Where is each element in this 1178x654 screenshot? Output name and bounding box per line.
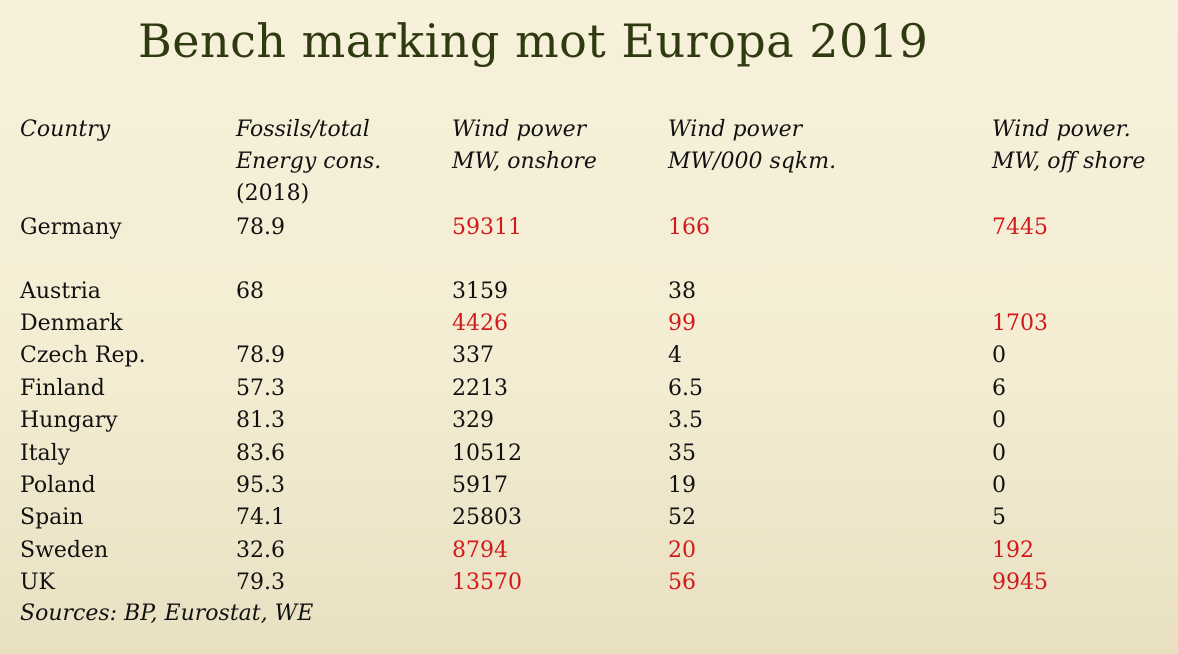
cell-fossils: 83.6 (236, 441, 285, 466)
cell-fossils: 74.1 (236, 505, 285, 530)
cell-offshore: 0 (992, 441, 1006, 466)
cell-onshore: 2213 (452, 376, 508, 401)
table-row: Sweden 32.6 8794 20 192 (0, 535, 1178, 567)
table-row: Germany 78.9 59311 166 7445 (0, 212, 1178, 244)
cell-offshore: 0 (992, 408, 1006, 433)
header-line: MW/000 sqkm. (668, 149, 837, 174)
cell-offshore: 9945 (992, 570, 1048, 595)
header-offshore: Wind power. MW, off shore (992, 114, 1145, 178)
cell-offshore: 0 (992, 343, 1006, 368)
cell-per-area: 166 (668, 215, 710, 240)
table-row: UK 79.3 13570 56 9945 (0, 567, 1178, 599)
cell-per-area: 38 (668, 279, 696, 304)
cell-onshore: 4426 (452, 311, 508, 336)
cell-onshore: 337 (452, 343, 494, 368)
cell-fossils: 32.6 (236, 538, 285, 563)
cell-fossils: 57.3 (236, 376, 285, 401)
header-line: (2018) (236, 181, 310, 206)
header-line: Wind power (668, 117, 803, 142)
cell-onshore: 5917 (452, 473, 508, 498)
slide-title: Bench marking mot Europa 2019 (138, 14, 929, 68)
header-country: Country (20, 114, 110, 146)
cell-fossils: 95.3 (236, 473, 285, 498)
sources-note: Sources: BP, Eurostat, WE (20, 601, 314, 626)
cell-fossils: 68 (236, 279, 264, 304)
cell-country: Hungary (20, 408, 118, 433)
cell-country: Sweden (20, 538, 109, 563)
cell-onshore: 25803 (452, 505, 522, 530)
table-row: Czech Rep. 78.9 337 4 0 (0, 340, 1178, 372)
cell-onshore: 329 (452, 408, 494, 433)
cell-country: Germany (20, 215, 122, 240)
cell-offshore: 0 (992, 473, 1006, 498)
cell-onshore: 3159 (452, 279, 508, 304)
cell-country: Spain (20, 505, 84, 530)
cell-country: Czech Rep. (20, 343, 146, 368)
table-row: Spain 74.1 25803 52 5 (0, 502, 1178, 534)
header-line: Fossils/total (236, 117, 370, 142)
header-fossils: Fossils/total Energy cons. (2018) (236, 114, 381, 210)
cell-offshore: 6 (992, 376, 1006, 401)
cell-onshore: 59311 (452, 215, 522, 240)
cell-offshore: 5 (992, 505, 1006, 530)
header-line: Wind power (452, 117, 587, 142)
cell-country: Italy (20, 441, 71, 466)
table-row: Poland 95.3 5917 19 0 (0, 470, 1178, 502)
cell-country: Finland (20, 376, 105, 401)
cell-onshore: 10512 (452, 441, 522, 466)
cell-country: Poland (20, 473, 96, 498)
cell-fossils: 81.3 (236, 408, 285, 433)
cell-per-area: 56 (668, 570, 696, 595)
cell-onshore: 8794 (452, 538, 508, 563)
header-per-area: Wind power MW/000 sqkm. (668, 114, 836, 178)
table-row: Hungary 81.3 329 3.5 0 (0, 405, 1178, 437)
cell-offshore: 7445 (992, 215, 1048, 240)
header-line: MW, onshore (452, 149, 597, 174)
cell-per-area: 99 (668, 311, 696, 336)
cell-per-area: 20 (668, 538, 696, 563)
header-line: MW, off shore (992, 149, 1146, 174)
cell-onshore: 13570 (452, 570, 522, 595)
header-onshore: Wind power MW, onshore (452, 114, 597, 178)
cell-fossils: 78.9 (236, 343, 285, 368)
cell-offshore: 192 (992, 538, 1034, 563)
table-row: Denmark 4426 99 1703 (0, 308, 1178, 340)
cell-per-area: 19 (668, 473, 696, 498)
table-row: Austria 68 3159 38 (0, 276, 1178, 308)
cell-offshore: 1703 (992, 311, 1048, 336)
table-row: Finland 57.3 2213 6.5 6 (0, 373, 1178, 405)
cell-per-area: 6.5 (668, 376, 703, 401)
cell-country: Denmark (20, 311, 123, 336)
cell-per-area: 52 (668, 505, 696, 530)
header-line: Energy cons. (236, 149, 382, 174)
cell-per-area: 35 (668, 441, 696, 466)
cell-country: UK (20, 570, 55, 595)
cell-country: Austria (20, 279, 101, 304)
header-line: Country (20, 117, 111, 142)
cell-fossils: 78.9 (236, 215, 285, 240)
cell-per-area: 4 (668, 343, 682, 368)
table-row: Italy 83.6 10512 35 0 (0, 438, 1178, 470)
header-line: Wind power. (992, 117, 1131, 142)
cell-per-area: 3.5 (668, 408, 703, 433)
cell-fossils: 79.3 (236, 570, 285, 595)
